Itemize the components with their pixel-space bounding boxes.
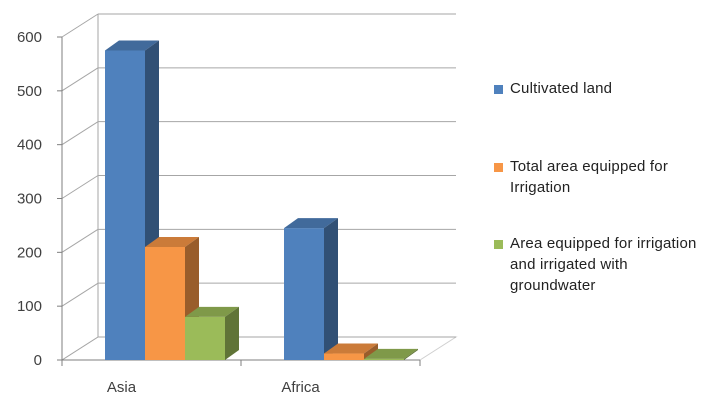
legend-item-cultivated-land: Cultivated land — [494, 78, 709, 99]
legend-item-groundwater-irrigation: Area equipped for irrigation and irrigat… — [494, 233, 709, 296]
gridline-diagonal — [61, 282, 99, 307]
y-tick-label: 200 — [17, 244, 42, 261]
bar-front — [105, 50, 145, 360]
x-tick-labels: Asia Africa — [107, 379, 320, 394]
legend-item-total-irrigation: Total area equipped for Irrigation — [494, 156, 709, 198]
bar-side — [364, 343, 378, 360]
x-tick-label-africa: Africa — [281, 379, 320, 394]
y-tick-label: 0 — [34, 352, 42, 369]
chart-plot: 0 100 200 300 400 500 600 Asia Africa — [17, 13, 458, 394]
y-tick-label: 400 — [17, 137, 42, 154]
bar-top — [324, 343, 378, 354]
legend: Cultivated land Total area equipped for … — [494, 78, 709, 296]
bar-africa-series-3 — [364, 348, 418, 360]
bar-top — [284, 218, 338, 229]
gridline-diagonal — [61, 13, 99, 38]
bar-asia-series-3 — [185, 306, 239, 360]
bar-front — [364, 358, 404, 360]
bar-africa-series-1 — [284, 218, 338, 360]
bar-asia-series-1 — [105, 40, 159, 360]
bar-top — [364, 348, 418, 359]
bar-front — [185, 316, 225, 360]
bars — [105, 40, 418, 360]
bar-africa-series-2 — [324, 343, 378, 360]
y-tick-label: 500 — [17, 83, 42, 100]
legend-label-cultivated-land: Cultivated land — [510, 80, 613, 97]
bar-side — [324, 218, 338, 360]
x-tick-label-asia: Asia — [107, 379, 137, 394]
gridline-diagonal — [61, 175, 99, 199]
gridline-diagonal — [61, 121, 99, 146]
y-tick-label: 300 — [17, 191, 42, 208]
bar-top — [105, 40, 159, 51]
bar-front — [145, 246, 185, 360]
y-tick-label: 600 — [17, 29, 42, 46]
legend-swatch-total-irrigation — [494, 163, 503, 172]
legend-swatch-cultivated-land — [494, 85, 503, 94]
bar-side — [225, 306, 239, 360]
y-tick-label: 100 — [17, 298, 42, 315]
bar-top — [185, 306, 239, 317]
bar-front — [324, 353, 364, 360]
gridline-diagonal — [61, 228, 99, 253]
legend-label-total-irrigation: Total area equipped for Irrigation — [510, 158, 669, 196]
y-tick-labels: 0 100 200 300 400 500 600 — [17, 29, 42, 369]
gridline-diagonal — [61, 67, 99, 92]
bar-side — [404, 348, 418, 360]
legend-swatch-groundwater-irrigation — [494, 240, 503, 249]
bar-top — [145, 236, 199, 247]
bar-front — [284, 228, 324, 360]
legend-label-groundwater-irrigation: Area equipped for irrigation and irrigat… — [510, 235, 697, 294]
gridline-diagonal — [61, 336, 99, 361]
